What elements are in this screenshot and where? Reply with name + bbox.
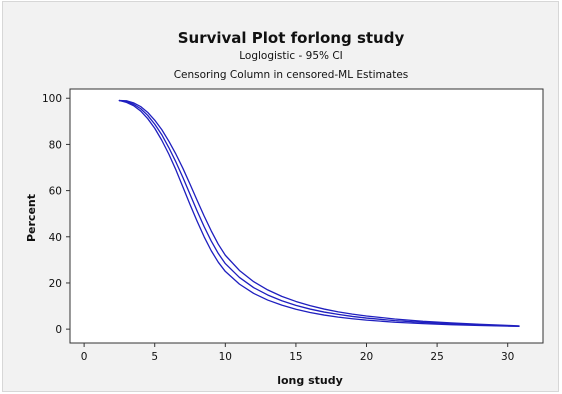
y-axis-label: Percent: [25, 194, 38, 242]
series-line: [118, 99, 520, 327]
x-tick-label: 10: [219, 351, 232, 363]
y-tick-label: 0: [55, 324, 62, 336]
x-tick-label: 5: [151, 351, 158, 363]
x-tick-label: 25: [430, 351, 443, 363]
x-axis: 0 5 10 15 20 25 30: [81, 343, 514, 363]
plot-area: [69, 88, 544, 344]
chart-subtitle-2: Censoring Column in censored-ML Estimate…: [174, 69, 409, 81]
x-tick-label: 0: [81, 351, 88, 363]
y-axis: 0 20 40 60 80 100: [42, 93, 70, 336]
x-tick-label: 15: [289, 351, 302, 363]
y-tick-label: 80: [49, 139, 62, 151]
y-tick-label: 40: [49, 232, 62, 244]
x-tick-label: 30: [501, 351, 514, 363]
chart-title: Survival Plot forlong study: [178, 29, 405, 47]
y-tick-label: 100: [42, 93, 62, 105]
series-line: [118, 99, 520, 328]
y-tick-label: 60: [49, 186, 62, 198]
x-tick-label: 20: [360, 351, 373, 363]
series-line: [118, 99, 520, 327]
x-axis-label: long study: [277, 374, 343, 387]
series-layer: [118, 99, 520, 328]
chart-subtitle-1: Loglogistic - 95% CI: [239, 50, 343, 62]
y-tick-label: 20: [49, 278, 62, 290]
